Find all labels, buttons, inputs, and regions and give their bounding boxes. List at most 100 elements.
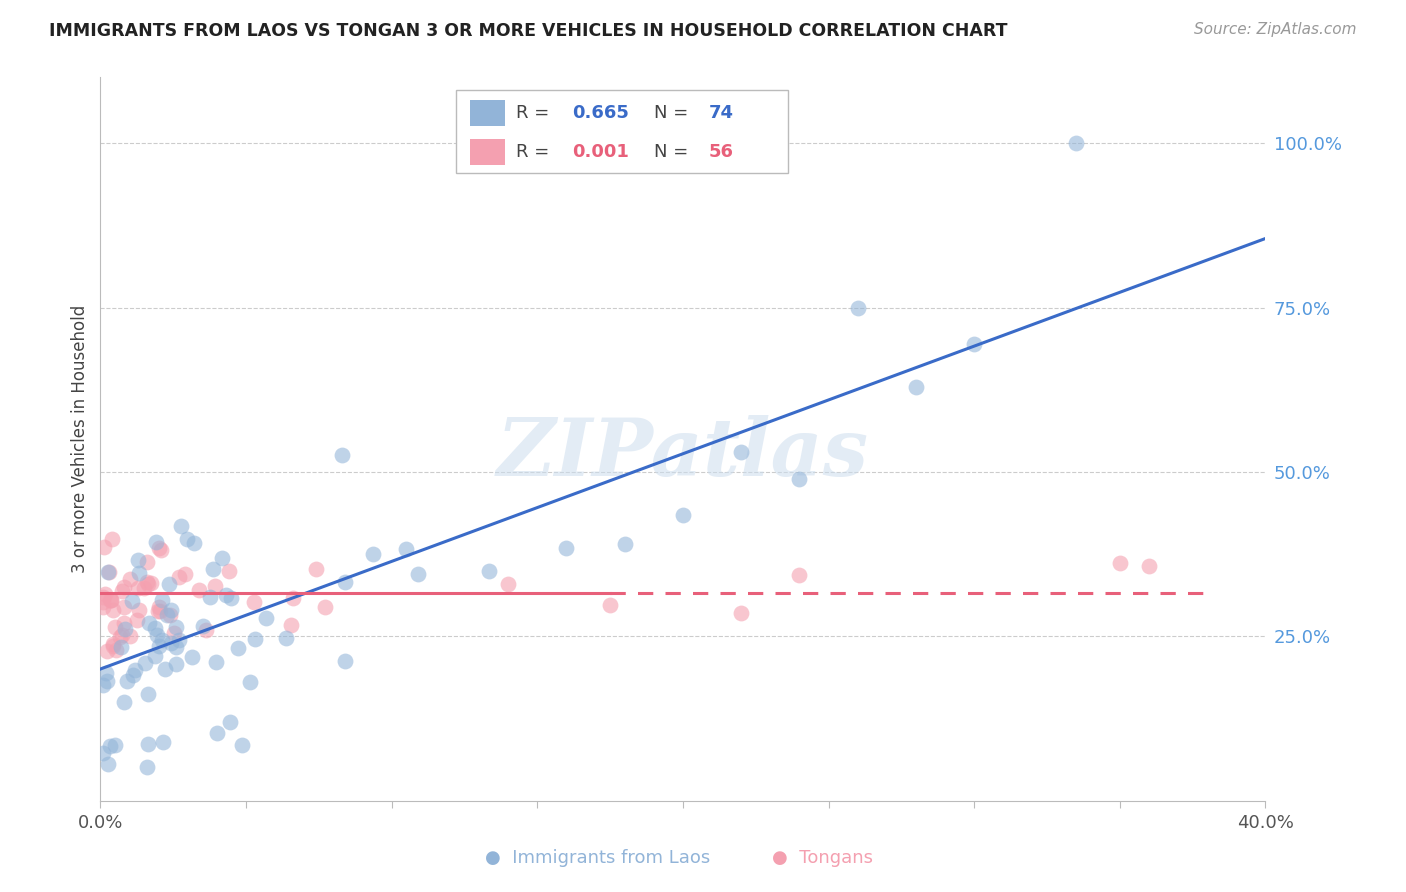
Text: ●  Tongans: ● Tongans [772,849,873,867]
Point [211,551,233,566]
Point [93,595,115,609]
Point [314,600,336,615]
Point [110,640,132,654]
Point [361,547,384,561]
Point [243,595,266,609]
Point [599,598,621,612]
Point [170,519,193,533]
Point [120,572,142,586]
Text: 0.001: 0.001 [572,143,628,161]
Point [283,591,305,605]
Point [111,584,134,599]
Point [789,568,811,582]
Point [104,620,127,634]
Point [146,628,169,642]
FancyBboxPatch shape [470,139,505,165]
Point [280,617,302,632]
Point [134,656,156,670]
Point [124,663,146,677]
Point [149,604,172,618]
Text: R =: R = [516,143,555,161]
Point [1108,556,1130,570]
Text: Source: ZipAtlas.com: Source: ZipAtlas.com [1194,22,1357,37]
FancyBboxPatch shape [470,100,505,126]
Point [395,541,418,556]
Point [672,508,695,522]
Point [730,607,752,621]
Point [187,583,209,598]
Text: ●  Immigrants from Laos: ● Immigrants from Laos [485,849,710,867]
Point [112,695,135,709]
Point [195,623,218,637]
Point [274,631,297,645]
Point [114,622,136,636]
Point [101,532,124,546]
Point [963,336,986,351]
Point [103,639,125,653]
Point [176,532,198,546]
Point [215,588,238,602]
Point [143,649,166,664]
Point [98,593,121,607]
Text: N =: N = [654,104,693,122]
Point [97,565,120,579]
Point [150,543,173,558]
Point [167,570,190,584]
Text: N =: N = [654,143,693,161]
Point [148,600,170,615]
Point [103,603,125,617]
Point [91,590,114,604]
Point [138,615,160,630]
Point [115,673,138,688]
Point [98,739,121,753]
Y-axis label: 3 or more Vehicles in Household: 3 or more Vehicles in Household [72,305,89,573]
Point [165,620,187,634]
Point [205,655,228,669]
Point [135,760,157,774]
Point [118,629,141,643]
Point [221,591,243,606]
Point [157,577,180,591]
Point [127,581,149,595]
Point [218,564,240,578]
Point [155,607,177,622]
Point [243,632,266,646]
Point [112,616,135,631]
Point [478,564,501,578]
Point [145,534,167,549]
Point [104,738,127,752]
Point [93,587,115,601]
Point [136,577,159,591]
Point [167,633,190,648]
Point [148,639,170,653]
Point [1064,136,1087,151]
Point [112,580,135,594]
Point [143,621,166,635]
Point [305,562,328,576]
Point [789,472,811,486]
Text: 0.665: 0.665 [572,104,628,122]
Point [108,630,131,644]
Point [191,619,214,633]
Point [730,444,752,458]
Point [136,687,159,701]
Point [555,541,578,556]
Point [207,725,229,739]
Point [496,577,519,591]
Text: IMMIGRANTS FROM LAOS VS TONGAN 3 OR MORE VEHICLES IN HOUSEHOLD CORRELATION CHART: IMMIGRANTS FROM LAOS VS TONGAN 3 OR MORE… [49,22,1008,40]
Point [121,593,143,607]
Point [97,565,120,579]
Point [406,566,429,581]
Point [150,632,173,647]
Text: 74: 74 [709,104,734,122]
Point [159,607,181,622]
Point [613,537,636,551]
Point [202,562,225,576]
Point [96,674,118,689]
Point [163,625,186,640]
Point [204,579,226,593]
Point [165,640,187,654]
Point [904,379,927,393]
Point [91,746,114,760]
Point [146,604,169,618]
